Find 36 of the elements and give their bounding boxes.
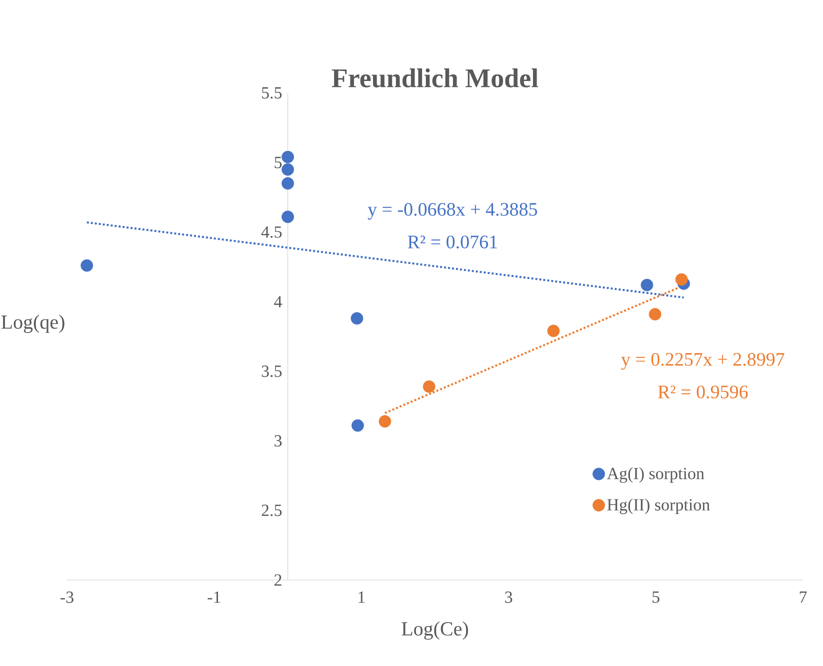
y-axis-title: Log(qe) <box>1 314 64 333</box>
x-tick-label: -3 <box>60 592 74 603</box>
x-tick-label: 5 <box>652 592 660 603</box>
point <box>282 150 294 164</box>
x-tick-label: 1 <box>358 592 365 603</box>
point <box>350 312 364 325</box>
annotation: y = 0.2257x + 2.8997 <box>621 352 784 370</box>
x-axis-title: Log(Ce) <box>402 622 468 640</box>
point <box>422 380 436 393</box>
x-tick-label: -1 <box>208 592 220 603</box>
annotation: R² = 0.9596 <box>658 386 748 398</box>
x-tick-label: 3 <box>505 592 512 603</box>
point <box>282 210 294 224</box>
x-tick-label: 7 <box>800 592 807 603</box>
point <box>378 415 392 428</box>
y-tick-label: 5 <box>274 156 282 168</box>
point <box>80 259 94 272</box>
annotation: y = -0.0668x + 4.3885 <box>368 202 538 220</box>
point <box>648 308 662 320</box>
y-tick-label: 3 <box>274 435 282 447</box>
y-tick-label: 4 <box>274 296 282 308</box>
point <box>640 278 654 292</box>
y-tick-label: 2 <box>274 574 282 586</box>
point <box>282 177 294 190</box>
legend-label: Hg(II) sorption <box>607 498 710 514</box>
annotation: R² = 0.0761 <box>408 236 497 248</box>
y-tick-label: 3.5 <box>262 366 282 378</box>
legend-label: Ag(I) sorption <box>606 467 704 483</box>
y-tick-label: 5.5 <box>262 87 282 99</box>
y-tick-label: 4.5 <box>261 226 282 238</box>
chart-title: Freundlich Model <box>332 68 538 88</box>
point <box>675 273 688 286</box>
y-tick-label: 2.5 <box>262 504 282 516</box>
point <box>547 324 560 338</box>
point <box>352 419 364 432</box>
point <box>282 163 294 176</box>
